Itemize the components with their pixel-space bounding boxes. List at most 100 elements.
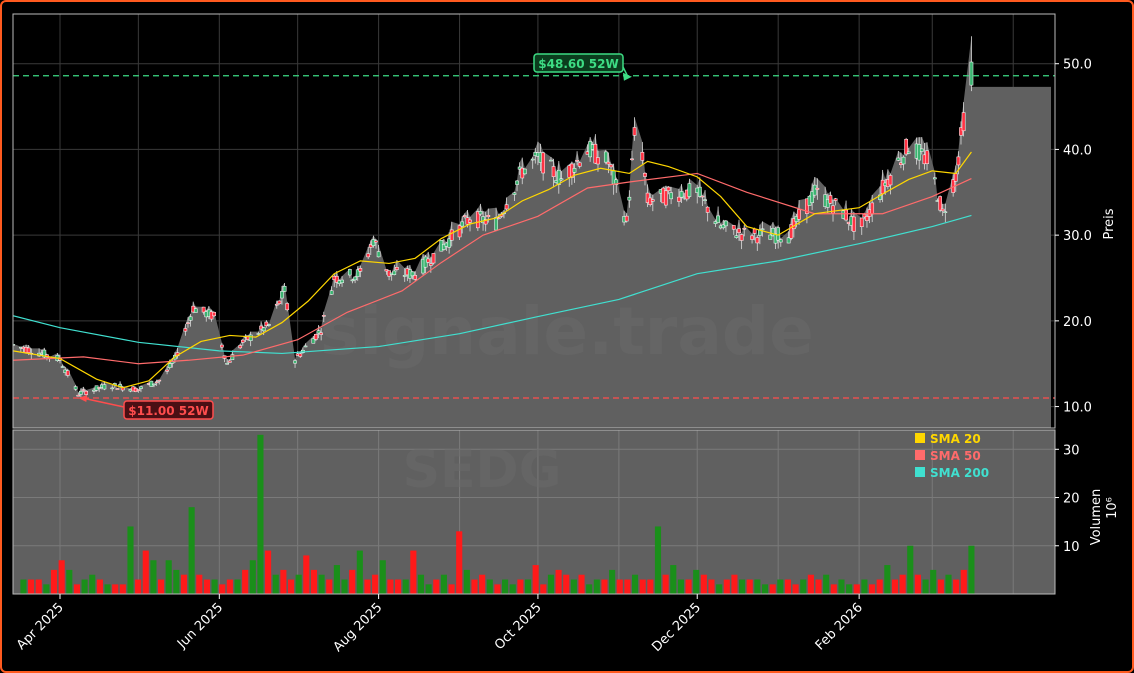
candle-body [844, 209, 848, 221]
candle-body [906, 151, 911, 154]
candle-body [596, 157, 600, 165]
volume-bar [593, 579, 600, 594]
candle-body [298, 353, 303, 357]
candle-body [188, 316, 193, 321]
legend-label: SMA 20 [930, 432, 981, 446]
low-52w-arrow [82, 397, 125, 408]
volume-bar [563, 574, 570, 594]
candle-body [496, 217, 501, 219]
volume-bar [754, 579, 761, 594]
volume-bar [226, 579, 233, 594]
candle-body [771, 227, 775, 237]
candle-body [314, 333, 318, 340]
volume-bar [28, 579, 35, 594]
volume-bar [81, 579, 88, 594]
volume-bar [777, 579, 784, 594]
volume-bar [50, 569, 58, 594]
volume-bar [723, 579, 730, 594]
volume-bar [242, 569, 249, 594]
volume-bar [823, 574, 830, 594]
candle-body [65, 370, 70, 376]
candle-body [60, 366, 65, 368]
low-52w-arrowhead [78, 395, 88, 402]
candle-body [486, 215, 491, 218]
volume-bar [295, 574, 302, 594]
candle-body [956, 156, 961, 166]
volume-bar [356, 550, 363, 594]
candle-body [186, 322, 190, 324]
legend-swatch [915, 450, 925, 460]
volume-bar [624, 579, 631, 594]
candle-body [925, 150, 929, 164]
volume-bar [693, 569, 700, 594]
volume-bar [800, 579, 807, 594]
candle-body [26, 347, 31, 353]
candle-body [478, 211, 483, 215]
volume-bar [739, 579, 746, 594]
candle-body [679, 191, 684, 198]
candle-body [933, 177, 937, 180]
price-area [13, 36, 1051, 428]
volume-bar [303, 555, 310, 594]
candle-body [376, 251, 381, 258]
candle-body [669, 192, 673, 200]
volume-bar [639, 579, 646, 594]
candle-body [225, 363, 229, 365]
candle-body [238, 345, 243, 349]
candle-body [303, 345, 308, 348]
volume-bar [372, 574, 379, 594]
watermark-text: signale.trade [320, 293, 814, 370]
volume-bar [479, 574, 486, 594]
candle-body [904, 138, 908, 155]
candle-body [212, 311, 216, 317]
volume-bar [532, 565, 539, 594]
candle-body [384, 269, 389, 272]
volume-bar [899, 574, 906, 594]
candle-body [969, 61, 974, 86]
volume-bar [35, 579, 42, 594]
volume-axis-unit: 10⁶ [1105, 497, 1120, 519]
volume-bar [326, 579, 333, 594]
candle-body [371, 239, 376, 246]
candle-body [167, 363, 172, 368]
volume-bar [922, 579, 929, 594]
volume-bar [769, 584, 776, 594]
volume-bar [830, 584, 837, 594]
volume-bar [150, 560, 157, 594]
price-tick-label: 40.0 [1063, 143, 1092, 158]
candle-body [870, 202, 875, 215]
volume-bar [677, 579, 684, 594]
candle-body [193, 308, 198, 313]
volume-bar [868, 584, 876, 594]
watermark-ticker: SEDG [403, 440, 562, 500]
sma20-line [13, 151, 972, 389]
volume-bar [127, 526, 134, 594]
candle-body [666, 186, 671, 192]
candle-body [888, 175, 893, 186]
candle-body [609, 164, 613, 168]
candle-body [523, 168, 527, 175]
candle-body [428, 263, 433, 266]
volume-bar [272, 574, 279, 594]
legend-label: SMA 200 [930, 466, 989, 480]
candle-body [697, 186, 702, 197]
candle-body [530, 158, 535, 161]
candle-body [248, 334, 253, 341]
volume-bar [448, 584, 455, 594]
volume-bar [509, 584, 516, 594]
candle-body [734, 235, 739, 238]
volume-bar [662, 574, 669, 594]
candle-body [724, 220, 728, 227]
volume-bar [700, 574, 707, 594]
candle-body [831, 205, 835, 214]
candle-body [431, 253, 436, 264]
volume-bar [417, 574, 425, 594]
volume-axis-label: Volumen [1089, 489, 1104, 546]
volume-bar [647, 579, 654, 594]
candle-body [737, 228, 741, 233]
volume-bar [394, 579, 402, 594]
volume-bar [486, 579, 493, 594]
candle-body [348, 269, 352, 276]
volume-bar [708, 579, 715, 594]
